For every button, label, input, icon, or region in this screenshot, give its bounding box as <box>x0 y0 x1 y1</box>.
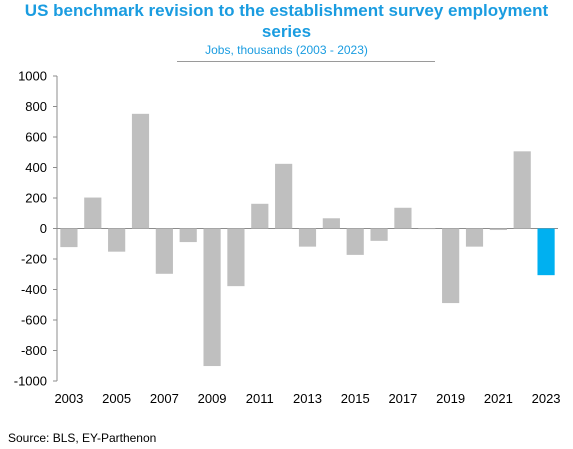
bar-2016 <box>370 228 388 241</box>
bar-2021 <box>489 228 507 231</box>
x-tick-label: 2011 <box>246 391 274 406</box>
y-tick-label: -1000 <box>14 374 47 389</box>
y-tick-label: 600 <box>25 130 47 145</box>
source-note: Source: BLS, EY-Parthenon <box>8 431 157 445</box>
bar-2010 <box>227 228 245 287</box>
bar-2005 <box>108 228 126 252</box>
bar-2011 <box>251 203 269 229</box>
bar-2015 <box>346 228 364 255</box>
y-tick-label: 800 <box>25 99 47 114</box>
subtitle-divider <box>177 61 435 62</box>
chart-bars <box>60 113 555 367</box>
y-tick-label: 0 <box>40 221 47 236</box>
x-tick-label: 2013 <box>293 391 322 406</box>
bar-2003 <box>60 228 78 248</box>
bar-2018 <box>418 228 436 230</box>
bar-2020 <box>465 228 484 247</box>
bar-2013 <box>298 228 317 247</box>
y-tick-label: -400 <box>21 282 47 297</box>
y-tick-label: 1000 <box>18 69 47 84</box>
bar-2006 <box>131 113 150 229</box>
bar-2008 <box>179 228 197 243</box>
x-tick-label: 2003 <box>54 391 83 406</box>
y-tick-label: -200 <box>21 252 47 267</box>
bar-2019 <box>442 228 460 304</box>
x-tick-label: 2021 <box>484 391 513 406</box>
bar-2022 <box>513 151 531 229</box>
x-tick-label: 2015 <box>341 391 370 406</box>
chart-tick-labels: 1000 800 600 400 200 0 -200 -400 -600 -800 -1000 20… <box>14 69 561 407</box>
chart-title-text: US benchmark revision to the establishme… <box>24 1 549 41</box>
x-tick-label: 2023 <box>532 391 561 406</box>
chart-title: US benchmark revision to the establishme… <box>0 0 573 42</box>
bar-2007 <box>155 228 173 274</box>
x-tick-label: 2017 <box>388 391 417 406</box>
y-tick-label: -800 <box>21 343 47 358</box>
bar-2009 <box>203 228 221 367</box>
y-tick-label: 200 <box>25 191 47 206</box>
y-tick-label: 400 <box>25 160 47 175</box>
x-tick-label: 2019 <box>436 391 465 406</box>
bar-2012 <box>275 163 293 229</box>
bar-2017 <box>394 207 412 229</box>
x-tick-label: 2007 <box>150 391 179 406</box>
x-tick-label: 2005 <box>102 391 131 406</box>
y-tick-label: -600 <box>21 313 47 328</box>
x-tick-label: 2009 <box>198 391 227 406</box>
bar-2023 <box>537 228 555 276</box>
bar-2004 <box>84 197 102 229</box>
chart-subtitle: Jobs, thousands (2003 - 2023) <box>205 43 368 57</box>
bar-2014 <box>322 218 340 229</box>
